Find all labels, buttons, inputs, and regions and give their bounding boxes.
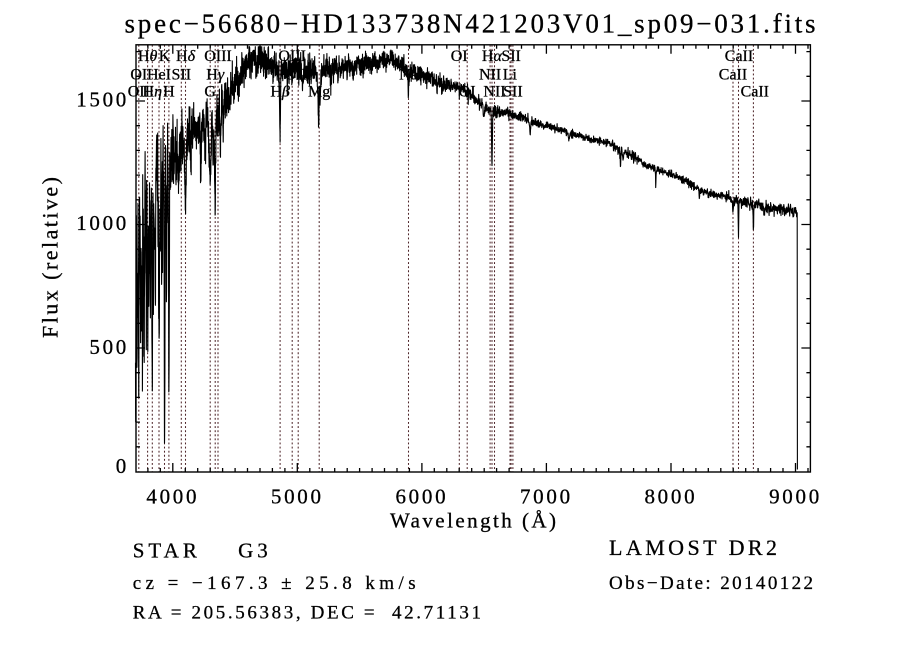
svg-text:1500: 1500 <box>76 87 129 111</box>
svg-text:cz = −167.3 ± 25.8 km/s: cz = −167.3 ± 25.8 km/s <box>133 573 416 594</box>
svg-text:7000: 7000 <box>520 484 573 508</box>
svg-text:NII: NII <box>483 84 505 101</box>
svg-text:G: G <box>204 84 216 101</box>
svg-text:Flux (relative): Flux (relative) <box>38 177 63 338</box>
svg-text:STAR G3: STAR G3 <box>133 539 268 563</box>
svg-text:K: K <box>159 48 171 65</box>
svg-text:Hη: Hη <box>143 84 163 101</box>
svg-text:5000: 5000 <box>271 484 324 508</box>
svg-text:Hβ: Hβ <box>270 84 290 101</box>
svg-text:SII: SII <box>503 84 523 101</box>
svg-text:OIII: OIII <box>204 48 232 65</box>
svg-text:Hδ: Hδ <box>176 48 196 65</box>
svg-text:1000: 1000 <box>76 211 129 235</box>
svg-text:NII: NII <box>479 67 501 84</box>
svg-text:HeI: HeI <box>147 67 171 84</box>
svg-text:CaII: CaII <box>719 67 747 84</box>
svg-text:0: 0 <box>116 454 129 478</box>
svg-text:CaII: CaII <box>725 48 753 65</box>
svg-text:spec−56680−HD133738N421203V01_: spec−56680−HD133738N421203V01_sp09−031.f… <box>125 9 816 39</box>
svg-text:OII: OII <box>128 84 150 101</box>
svg-text:500: 500 <box>89 335 129 359</box>
svg-text:SII: SII <box>501 48 521 65</box>
svg-text:Hγ: Hγ <box>206 67 225 84</box>
svg-text:Hα: Hα <box>482 48 503 65</box>
svg-text:Hθ: Hθ <box>138 48 158 65</box>
svg-text:4000: 4000 <box>146 484 199 508</box>
svg-text:Wavelength (Å): Wavelength (Å) <box>390 509 556 533</box>
svg-text:8000: 8000 <box>644 484 697 508</box>
svg-text:OI: OI <box>451 48 468 65</box>
svg-text:OI: OI <box>130 67 147 84</box>
svg-text:CaII: CaII <box>741 84 769 101</box>
svg-text:H: H <box>163 84 175 101</box>
svg-text:RA = 205.56383, DEC = 42.7113: RA = 205.56383, DEC = 42.71131 <box>133 603 481 624</box>
svg-text:9000: 9000 <box>769 484 822 508</box>
svg-text:LAMOST DR2: LAMOST DR2 <box>609 535 777 560</box>
svg-text:Li: Li <box>503 67 518 84</box>
svg-text:SII: SII <box>172 67 192 84</box>
svg-text:6000: 6000 <box>395 484 448 508</box>
